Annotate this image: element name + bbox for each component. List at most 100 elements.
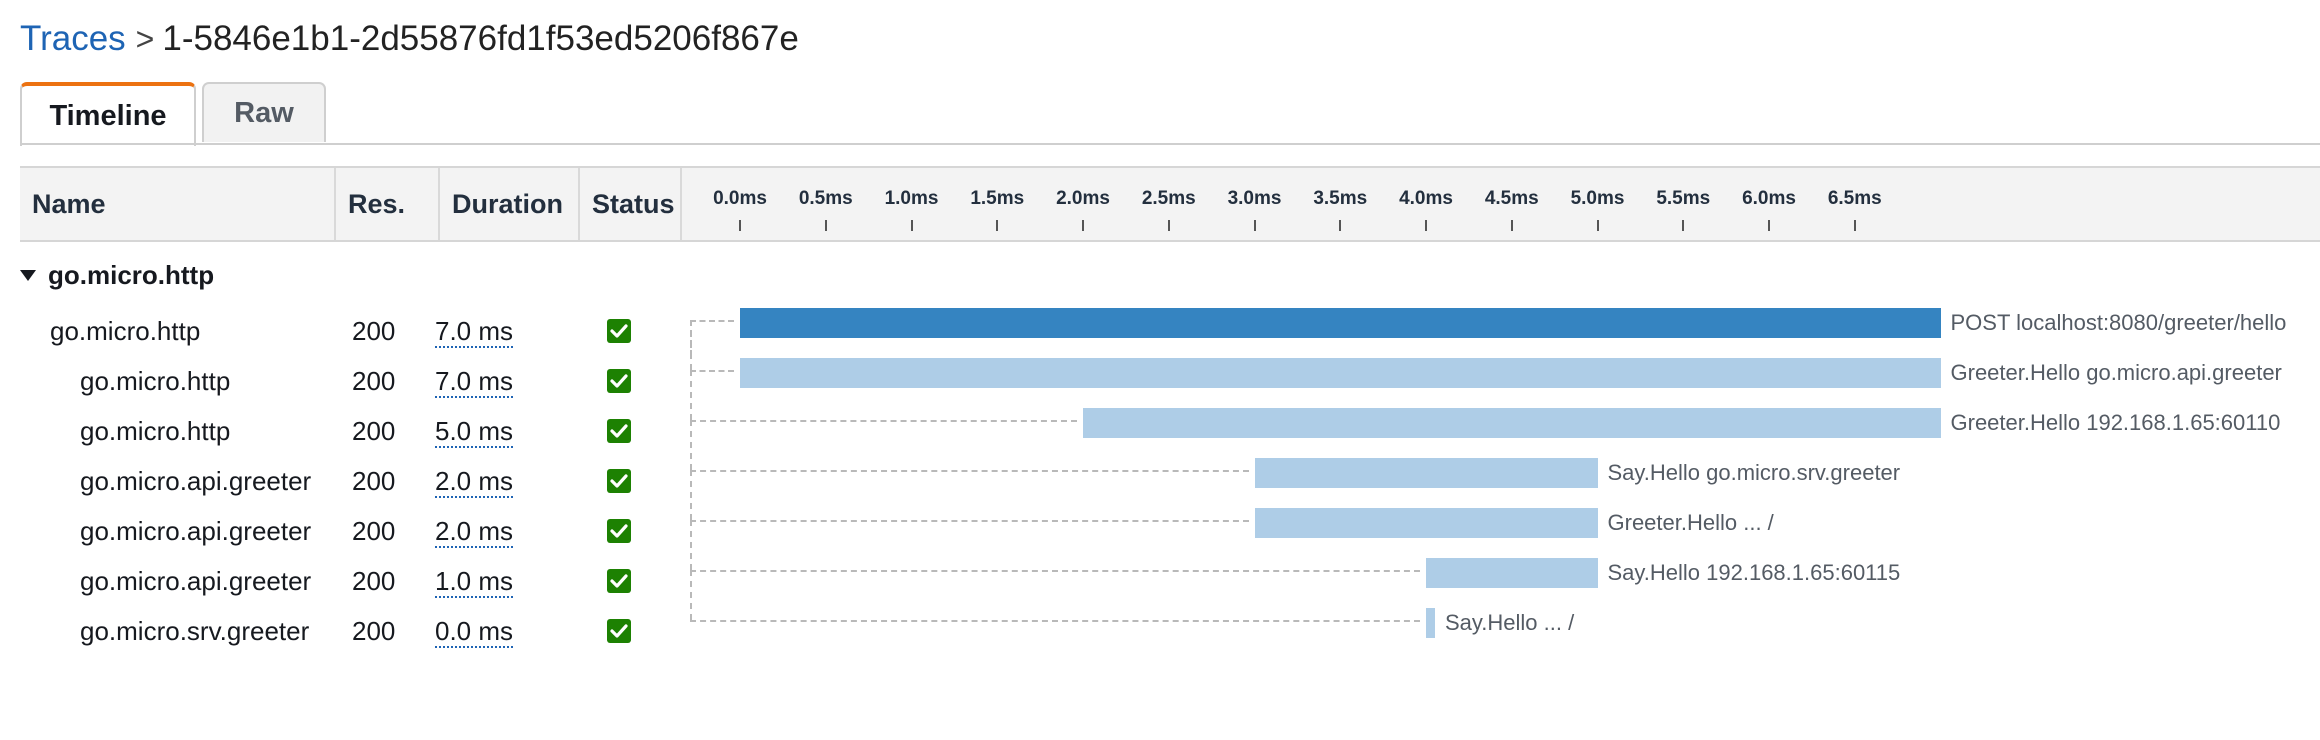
timeline-tick-label: 5.5ms xyxy=(1656,188,1711,209)
trace-id-title: 1-5846e1b1-2d55876fd1f53ed5206f867e xyxy=(162,19,799,58)
segment-row[interactable]: go.micro.http 200 7.0 ms Greeter.Hello go.m… xyxy=(0,320,2320,406)
segment-timeline-bar[interactable] xyxy=(1254,458,1598,488)
segment-response-code: 200 xyxy=(352,416,396,446)
timeline-tick-label: 0.5ms xyxy=(798,188,853,209)
status-ok-checkbox-icon xyxy=(607,619,631,643)
segment-timeline-bar[interactable] xyxy=(740,308,1941,338)
timeline-tick-label: 4.0ms xyxy=(1399,188,1453,209)
segment-connector-line xyxy=(690,520,1249,522)
timeline-tick-mark xyxy=(1425,220,1427,231)
status-ok-checkbox-icon xyxy=(607,519,631,543)
column-header-name[interactable]: Name xyxy=(20,168,336,240)
timeline-tick-label: 5.0ms xyxy=(1570,188,1625,209)
segment-row[interactable]: go.micro.api.greeter 200 2.0 ms Greeter.Hel… xyxy=(0,470,2320,556)
segment-timeline-bar[interactable] xyxy=(740,358,1941,388)
segment-bar-label: Greeter.Hello 192.168.1.65:60110 xyxy=(1950,410,2281,435)
status-ok-checkbox-icon xyxy=(607,369,631,393)
timeline-tick-label: 4.5ms xyxy=(1484,188,1539,209)
timeline-tick-label: 1.5ms xyxy=(970,188,1025,209)
segment-duration[interactable]: 0.0 ms xyxy=(435,616,514,648)
segment-name: go.micro.srv.greeter xyxy=(80,616,310,646)
segment-connector-vertical xyxy=(690,420,692,470)
segment-duration[interactable]: 5.0 ms xyxy=(435,416,514,448)
tab-raw[interactable]: Raw xyxy=(202,82,326,142)
segment-response-code: 200 xyxy=(352,516,396,546)
segment-timeline-bar[interactable] xyxy=(1254,508,1598,538)
segment-timeline-bar[interactable] xyxy=(1426,558,1598,588)
timeline-tick-label: 0.0ms xyxy=(713,188,767,209)
group-toggle[interactable]: go.micro.http xyxy=(20,258,214,292)
segment-row[interactable]: go.micro.srv.greeter 200 0.0 ms Say.Hello .… xyxy=(0,570,2320,656)
segment-bar-label: Greeter.Hello ... / xyxy=(1607,510,1774,535)
timeline-tick-mark xyxy=(739,220,741,231)
segment-duration[interactable]: 7.0 ms xyxy=(435,316,514,348)
status-ok-checkbox-icon xyxy=(607,319,631,343)
timeline-tick-mark xyxy=(1167,220,1170,231)
group-name: go.micro.http xyxy=(48,259,215,290)
segment-name: go.micro.api.greeter xyxy=(80,466,312,496)
segment-connector-line xyxy=(690,420,1077,422)
segment-connector-vertical xyxy=(690,320,692,370)
status-ok-checkbox-icon xyxy=(607,419,631,443)
timeline-tick-mark xyxy=(1082,220,1084,231)
timeline-tick-mark xyxy=(1853,220,1856,231)
segment-connector-vertical xyxy=(690,570,692,620)
segment-row[interactable]: go.micro.api.greeter 200 2.0 ms Say.Hello g… xyxy=(0,420,2320,506)
breadcrumb-traces-link[interactable]: Traces xyxy=(20,19,126,58)
column-header-status[interactable]: Status xyxy=(580,168,682,240)
segment-name: go.micro.api.greeter xyxy=(80,566,312,596)
timeline-tick-label: 2.5ms xyxy=(1141,188,1196,209)
segment-response-code: 200 xyxy=(352,566,396,596)
segment-connector-line xyxy=(690,620,1420,622)
segment-connector-line xyxy=(690,570,1420,572)
segment-name: go.micro.http xyxy=(50,316,201,346)
timeline-tick-mark xyxy=(996,220,999,231)
segment-duration[interactable]: 7.0 ms xyxy=(435,366,514,398)
timeline-tick-mark xyxy=(1339,220,1342,231)
segment-response-code: 200 xyxy=(352,366,396,396)
timeline-tick-mark xyxy=(1253,220,1256,231)
timeline-tick-mark xyxy=(1510,220,1513,231)
segment-response-code: 200 xyxy=(352,316,396,346)
timeline-tick-mark xyxy=(1682,220,1685,231)
segment-row[interactable]: go.micro.http 200 7.0 ms POST localhost:808… xyxy=(0,306,2320,356)
status-ok-checkbox-icon xyxy=(607,569,631,593)
segment-bar-label: Say.Hello ... / xyxy=(1445,610,1575,635)
breadcrumb: Traces >1-5846e1b1-2d55876fd1f53ed5206f86… xyxy=(20,14,799,64)
segment-bar-label: Say.Hello 192.168.1.65:60115 xyxy=(1607,560,1901,585)
segment-connector-line xyxy=(690,370,734,372)
segment-row[interactable]: go.micro.api.greeter 200 1.0 ms Say.Hello 1… xyxy=(0,520,2320,606)
segment-duration[interactable]: 2.0 ms xyxy=(435,516,514,548)
timeline-tick-label: 1.0ms xyxy=(884,188,939,209)
segment-connector-line xyxy=(690,470,1249,472)
column-header-res[interactable]: Res. xyxy=(336,168,440,240)
timeline-tick-mark xyxy=(824,220,827,231)
tab-timeline[interactable]: Timeline xyxy=(20,82,196,146)
timeline-tick-mark xyxy=(910,220,913,231)
timeline-tick-label: 6.0ms xyxy=(1742,188,1796,209)
segment-name: go.micro.http xyxy=(80,416,231,446)
timeline-tick-mark xyxy=(1596,220,1599,231)
segment-connector-vertical xyxy=(690,520,692,570)
timeline-header: Name Res. Duration Status 0.0ms 0.5ms 1.0m… xyxy=(20,166,2320,242)
timeline-tick-label: 3.0ms xyxy=(1227,188,1282,209)
timeline-tick-label: 3.5ms xyxy=(1313,188,1368,209)
breadcrumb-separator: > xyxy=(135,21,155,57)
segment-response-code: 200 xyxy=(352,466,396,496)
segment-connector-vertical xyxy=(690,470,692,520)
segment-timeline-bar[interactable] xyxy=(1083,408,1941,438)
caret-down-icon[interactable] xyxy=(20,269,36,281)
segment-bar-label: Greeter.Hello go.micro.api.greeter xyxy=(1950,360,2282,385)
tab-divider xyxy=(20,143,2320,145)
timeline-tick-label: 2.0ms xyxy=(1056,188,1110,209)
segment-bar-label: POST localhost:8080/greeter/hello xyxy=(1950,310,2287,335)
segment-response-code: 200 xyxy=(352,616,396,646)
segment-duration[interactable]: 1.0 ms xyxy=(435,566,514,598)
timeline-tick-label: 6.5ms xyxy=(1827,188,1882,209)
segment-duration[interactable]: 2.0 ms xyxy=(435,466,514,498)
segment-timeline-bar[interactable] xyxy=(1426,608,1435,638)
column-header-duration[interactable]: Duration xyxy=(440,168,580,240)
status-ok-checkbox-icon xyxy=(607,469,631,493)
segment-row[interactable]: go.micro.http 200 5.0 ms Greeter.Hello 192.… xyxy=(0,370,2320,456)
